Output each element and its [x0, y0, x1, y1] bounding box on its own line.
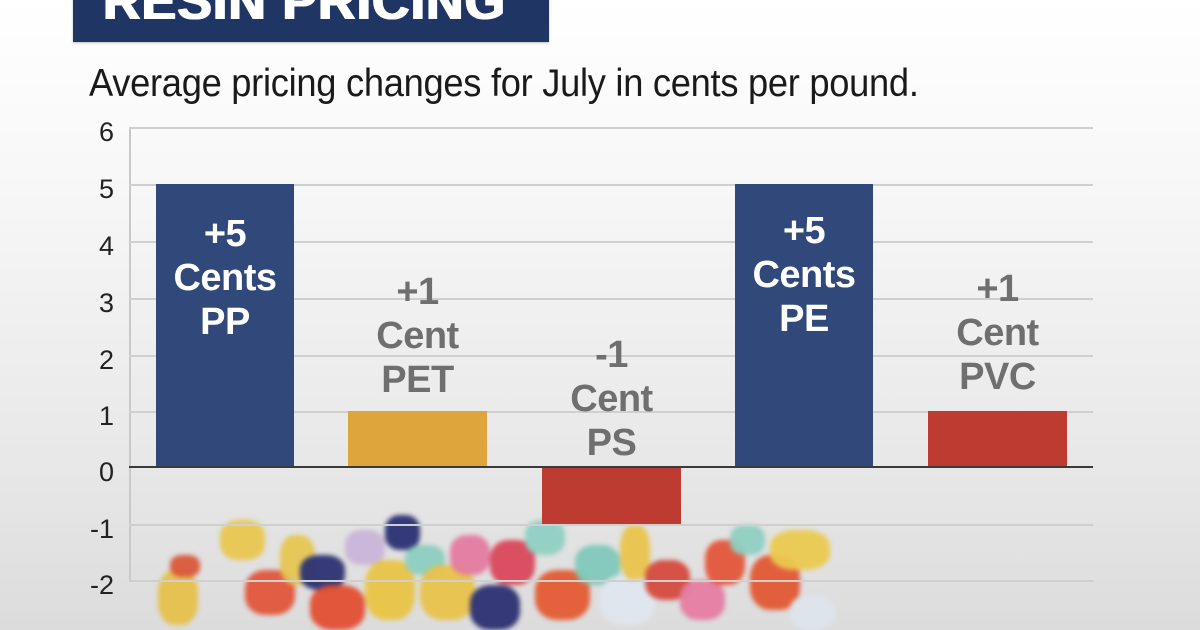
y-tick-1: 1: [98, 401, 114, 431]
y-tick-2: 2: [98, 345, 114, 375]
y-tick-3: 3: [98, 288, 114, 318]
gridline-1: [129, 411, 1093, 413]
y-axis-line: [129, 127, 131, 580]
chart-title: RESIN PRICING: [103, 0, 507, 31]
bar-label-pe: +5 Cents PE: [735, 209, 873, 341]
bar-label-unit: Cent: [570, 378, 653, 420]
gridline-2: [129, 355, 1093, 357]
bar-label-resin: PET: [381, 359, 454, 401]
bar-label-unit: Cents: [752, 254, 856, 296]
gridline-3: [129, 298, 1093, 300]
title-banner: RESIN PRICING: [73, 0, 549, 42]
bar-pet: [348, 411, 487, 467]
bar-label-unit: Cent: [956, 312, 1039, 354]
gridline-6: [129, 127, 1093, 129]
chart-subtitle: Average pricing changes for July in cent…: [89, 62, 919, 105]
bar-label-value: +5: [782, 210, 826, 252]
y-tick-0: 0: [98, 457, 114, 487]
bar-ps: [542, 467, 681, 524]
bar-label-value: +1: [976, 268, 1019, 310]
bar-pp: [156, 184, 294, 467]
bar-label-value: +5: [203, 213, 247, 255]
y-tick-6: 6: [98, 117, 114, 147]
chart-plot-area: +5 Cents PP +1 Cent PET -1 Cent PS +5 Ce…: [129, 127, 1093, 630]
gridline-minus-1: [129, 524, 1093, 526]
bar-label-resin: PP: [200, 301, 250, 343]
bar-label-resin: PVC: [959, 356, 1036, 398]
bar-label-resin: PS: [586, 422, 637, 464]
gridline-minus-2: [129, 580, 1093, 582]
gridline-5: [129, 184, 1093, 186]
bar-label-ps: -1 Cent PS: [542, 333, 681, 465]
bar-pvc: [928, 411, 1067, 467]
bar-label-value: -1: [595, 334, 628, 376]
y-tick-4: 4: [98, 231, 114, 261]
gridline-4: [129, 241, 1093, 243]
bar-label-pp: +5 Cents PP: [156, 212, 294, 344]
y-tick-5: 5: [98, 174, 114, 204]
zero-baseline: [129, 466, 1093, 468]
bar-label-value: +1: [396, 271, 439, 313]
y-tick-minus-2: -2: [89, 570, 114, 600]
bar-label-unit: Cent: [376, 315, 459, 357]
y-tick-minus-1: -1: [89, 514, 114, 544]
bar-pe: [735, 184, 873, 467]
bar-label-pvc: +1 Cent PVC: [928, 267, 1067, 399]
bar-label-unit: Cents: [173, 257, 277, 299]
bar-label-pet: +1 Cent PET: [348, 270, 487, 402]
bar-label-resin: PE: [779, 298, 829, 340]
